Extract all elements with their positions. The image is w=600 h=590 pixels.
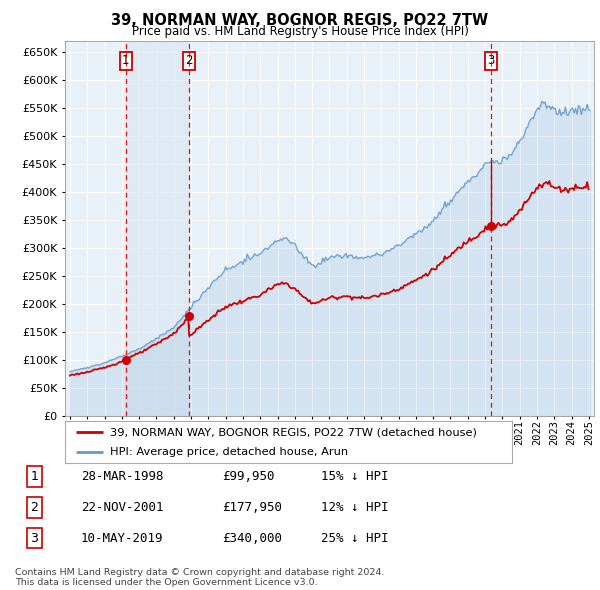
- Text: HPI: Average price, detached house, Arun: HPI: Average price, detached house, Arun: [110, 447, 347, 457]
- Text: £340,000: £340,000: [222, 532, 282, 545]
- Text: 2: 2: [185, 54, 193, 67]
- Text: 39, NORMAN WAY, BOGNOR REGIS, PO22 7TW (detached house): 39, NORMAN WAY, BOGNOR REGIS, PO22 7TW (…: [110, 427, 476, 437]
- Text: Contains HM Land Registry data © Crown copyright and database right 2024.
This d: Contains HM Land Registry data © Crown c…: [15, 568, 385, 587]
- Text: £99,950: £99,950: [222, 470, 275, 483]
- Text: 2: 2: [30, 501, 38, 514]
- Bar: [125, 41, 189, 416]
- Text: 15% ↓ HPI: 15% ↓ HPI: [321, 470, 389, 483]
- Text: 12% ↓ HPI: 12% ↓ HPI: [321, 501, 389, 514]
- Text: 39, NORMAN WAY, BOGNOR REGIS, PO22 7TW: 39, NORMAN WAY, BOGNOR REGIS, PO22 7TW: [112, 13, 488, 28]
- Text: £177,950: £177,950: [222, 501, 282, 514]
- Text: Price paid vs. HM Land Registry's House Price Index (HPI): Price paid vs. HM Land Registry's House …: [131, 25, 469, 38]
- Text: 3: 3: [30, 532, 38, 545]
- Text: 1: 1: [30, 470, 38, 483]
- Text: 22-NOV-2001: 22-NOV-2001: [81, 501, 163, 514]
- Text: 1: 1: [122, 54, 130, 67]
- Text: 25% ↓ HPI: 25% ↓ HPI: [321, 532, 389, 545]
- Text: 10-MAY-2019: 10-MAY-2019: [81, 532, 163, 545]
- Text: 3: 3: [488, 54, 495, 67]
- Text: 28-MAR-1998: 28-MAR-1998: [81, 470, 163, 483]
